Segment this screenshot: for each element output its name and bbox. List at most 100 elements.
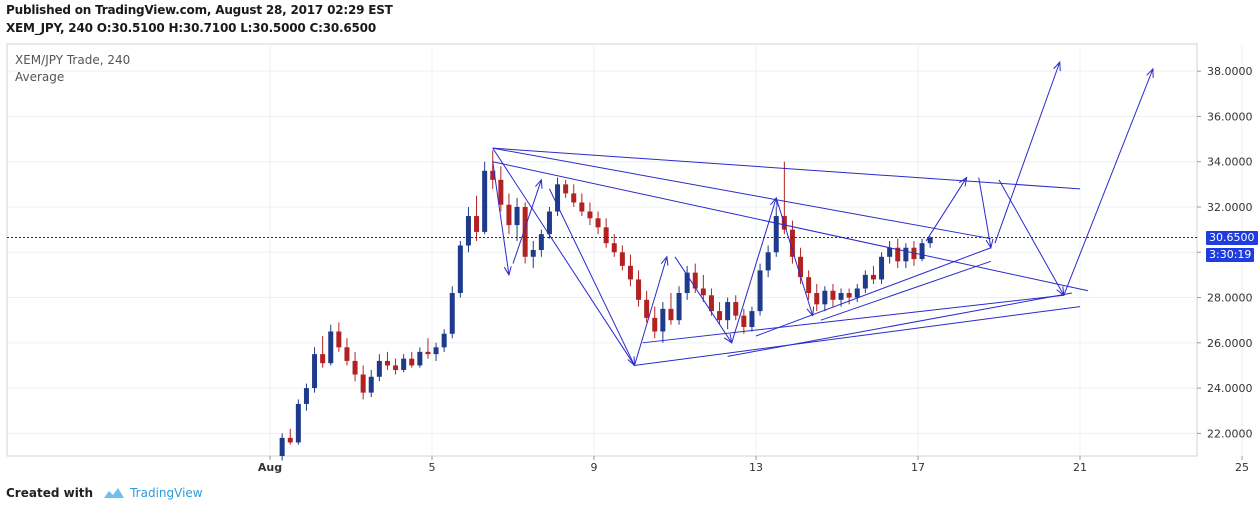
candle-up — [465, 216, 471, 246]
candle-up — [538, 234, 544, 250]
candle-up — [433, 347, 439, 355]
candle-up — [312, 354, 318, 389]
candle-up — [676, 293, 682, 321]
candle-up — [879, 256, 885, 280]
y-tick-label: 34.0000 — [1207, 156, 1253, 169]
arrow-drawings[interactable] — [492, 60, 1154, 367]
candle-up — [514, 206, 520, 226]
trendline[interactable] — [727, 292, 1072, 357]
trendline-drawings[interactable] — [492, 147, 1089, 366]
tradingview-brand: TradingView — [130, 486, 203, 500]
created-with-label: Created with — [6, 486, 94, 500]
candle-up — [903, 247, 909, 262]
arrow-line[interactable] — [731, 197, 777, 343]
arrow-line[interactable] — [674, 256, 733, 344]
candle-down — [895, 247, 901, 262]
trendline[interactable] — [642, 294, 1064, 344]
trendline[interactable] — [820, 260, 992, 321]
candle-down — [789, 229, 795, 257]
arrow-head — [806, 306, 815, 317]
candle-up — [927, 237, 933, 244]
chart-subtitle: Average — [15, 70, 64, 84]
plot-area[interactable] — [6, 43, 1198, 457]
x-tick-label: 21 — [1073, 461, 1087, 474]
candle-up — [684, 272, 690, 294]
candle-down — [636, 279, 642, 300]
candle-down — [741, 315, 747, 327]
candle-down — [814, 293, 820, 305]
candle-up — [887, 247, 893, 257]
candle-down — [506, 204, 512, 226]
candle-down — [360, 374, 366, 393]
candle-up — [530, 250, 536, 257]
candle-up — [449, 293, 455, 334]
candle-up — [328, 331, 334, 364]
candle-down — [652, 317, 658, 332]
trendline[interactable] — [492, 147, 1081, 190]
candle-down — [579, 202, 585, 212]
x-tick-label: 25 — [1235, 461, 1249, 474]
candle-down — [692, 272, 698, 289]
arrow-line[interactable] — [492, 161, 510, 275]
candle-down — [611, 243, 617, 253]
grid-lines — [7, 44, 1243, 456]
candle-down — [644, 299, 650, 318]
candle-down — [498, 179, 504, 205]
trendline[interactable] — [634, 306, 1081, 366]
chart-title: XEM/JPY Trade, 240 — [15, 53, 130, 67]
arrow-line[interactable] — [1063, 68, 1154, 296]
trendline[interactable] — [492, 161, 1089, 292]
arrow-head — [1146, 67, 1154, 78]
price-axis[interactable]: 22.000024.000026.000028.000030.000032.00… — [1197, 65, 1253, 440]
candle-down — [336, 331, 342, 348]
arrow-line[interactable] — [512, 179, 542, 264]
candle-down — [806, 277, 812, 294]
arrow-line[interactable] — [978, 177, 992, 248]
candle-down — [474, 216, 480, 232]
x-tick-label: 17 — [911, 461, 925, 474]
arrow-line[interactable] — [548, 188, 635, 366]
candle-down — [344, 347, 350, 361]
last-price-label: 30.6500 — [1206, 230, 1258, 245]
x-tick-label: Aug — [258, 461, 282, 474]
candle-up — [279, 437, 285, 456]
tradingview-link[interactable]: TradingView — [103, 486, 203, 500]
y-tick-label: 32.0000 — [1207, 201, 1253, 214]
symbol-ohlc-readout: XEM_JPY, 240 O:30.5100 H:30.7100 L:30.50… — [6, 21, 376, 35]
arrow-line[interactable] — [634, 256, 668, 366]
arrow-line[interactable] — [994, 61, 1061, 244]
candle-up — [457, 245, 463, 294]
arrow-line[interactable] — [775, 197, 814, 316]
candle-down — [619, 252, 625, 266]
candle-up — [376, 360, 382, 377]
candle-up — [854, 288, 860, 298]
arrow-head — [534, 178, 543, 189]
candle-up — [295, 403, 301, 443]
x-tick-label: 9 — [591, 461, 598, 474]
arrow-line[interactable] — [925, 177, 968, 242]
candle-down — [798, 256, 804, 278]
candle-down — [627, 265, 633, 280]
candle-down — [587, 211, 593, 219]
candle-up — [822, 290, 828, 305]
candle-up — [773, 216, 779, 253]
candle-up — [368, 376, 374, 393]
candle-down — [700, 288, 706, 296]
candle-down — [603, 227, 609, 244]
candle-down — [522, 206, 528, 257]
candle-up — [555, 184, 561, 212]
candle-down — [708, 295, 714, 312]
y-tick-label: 24.0000 — [1207, 382, 1253, 395]
time-axis[interactable]: 2125Aug5913172125Sep5913 — [0, 456, 1259, 474]
candle-down — [668, 308, 674, 321]
candle-down — [846, 293, 852, 298]
trendline[interactable] — [492, 147, 635, 366]
candle-down — [870, 274, 876, 280]
trendline[interactable] — [492, 147, 991, 240]
y-tick-label: 28.0000 — [1207, 292, 1253, 305]
candle-down — [595, 218, 601, 228]
candle-down — [287, 437, 293, 443]
trendline[interactable] — [755, 247, 992, 337]
candle-down — [563, 184, 569, 194]
